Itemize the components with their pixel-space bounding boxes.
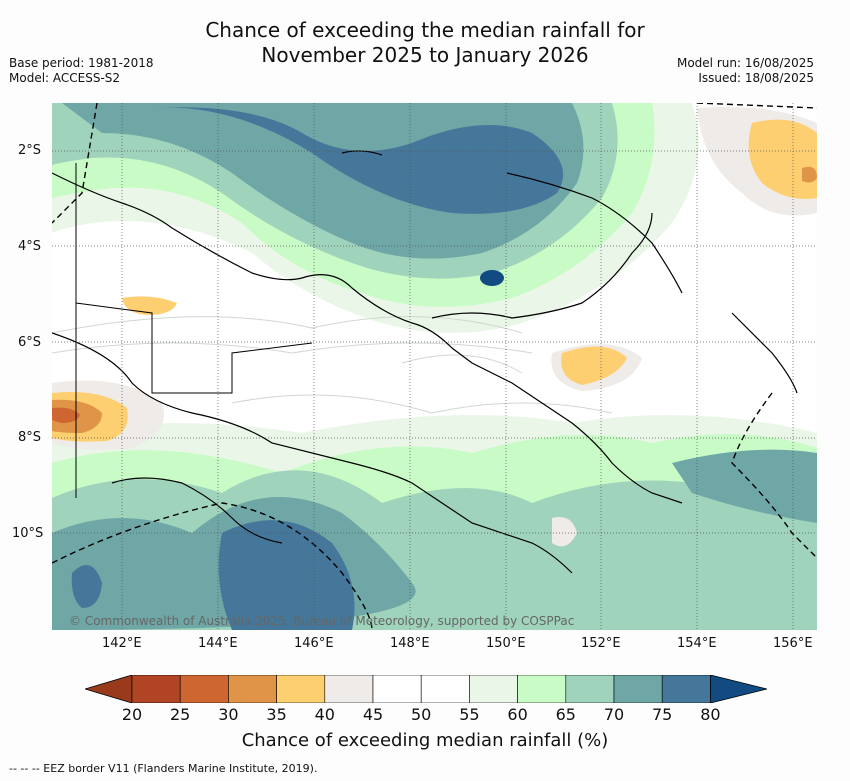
colorbar-tick-label: 80 <box>700 705 721 724</box>
colorbar-tick-label: 50 <box>411 705 432 724</box>
lon-label-154e: 154°E <box>677 636 717 651</box>
field-35-40-new-britain <box>561 346 627 385</box>
map-title: Chance of exceeding the median rainfall … <box>0 18 850 68</box>
field-35-40-png <box>122 296 177 315</box>
colorbar-tick-label: 55 <box>459 705 480 724</box>
lat-label-2s: 2°S <box>18 143 42 158</box>
lat-label-4s: 4°S <box>18 239 42 254</box>
colorbar-segment <box>276 675 326 703</box>
colorbar-segment <box>469 675 518 703</box>
colorbar-tick-label: 25 <box>170 705 191 724</box>
colorbar <box>85 675 767 703</box>
field-75-80-west <box>71 565 102 608</box>
eez-legend: -- -- -- EEZ border V11 (Flanders Marine… <box>9 762 318 775</box>
title-line-1: Chance of exceeding the median rainfall … <box>205 18 645 42</box>
colorbar-segment <box>613 675 663 703</box>
lon-label-156e: 156°E <box>773 636 813 651</box>
new-guinea-coast <box>52 172 683 574</box>
colorbar-segment <box>517 675 567 703</box>
country-border <box>75 163 313 498</box>
colorbar-tick-label: 40 <box>314 705 335 724</box>
south-coast <box>111 477 283 544</box>
colorbar-tick-label: 70 <box>603 705 625 724</box>
lon-label-150e: 150°E <box>486 636 526 651</box>
gridlines <box>52 103 817 630</box>
lat-label-6s: 6°S <box>18 335 42 350</box>
colorbar-tick-label: 65 <box>555 705 576 724</box>
bougainville-coast <box>731 312 798 394</box>
colorbar-segment <box>228 675 277 703</box>
colorbar-tick-label: 75 <box>652 705 673 724</box>
colorbar-under-extend <box>85 675 133 703</box>
copyright-notice: © Commonwealth of Australia 2025, Bureau… <box>69 614 575 628</box>
rainfall-map <box>52 103 817 630</box>
colorbar-tick-label: 60 <box>507 705 528 724</box>
field-70-75-east <box>672 449 817 523</box>
colorbar-segment <box>179 675 229 703</box>
lon-label-152e: 152°E <box>581 636 621 651</box>
colorbar-over-extend <box>710 675 767 703</box>
field-above-80 <box>480 270 504 286</box>
colorbar-tick-label: 30 <box>218 705 239 724</box>
contour-lines <box>52 316 613 414</box>
colorbar-tick-label: 35 <box>266 705 287 724</box>
model-run: Model run: 16/08/2025 <box>676 56 814 70</box>
new-ireland-coast <box>506 172 683 294</box>
field-75-80-south <box>218 520 355 630</box>
lat-label-8s: 8°S <box>18 430 42 445</box>
new-britain-coast <box>431 212 653 319</box>
run-info: Model run: 16/08/2025 Issued: 18/08/2025 <box>677 56 814 86</box>
colorbar-label: Chance of exceeding median rainfall (%) <box>241 730 609 751</box>
coastlines <box>52 150 798 574</box>
field-40-45-milne <box>552 517 577 547</box>
lon-label-144e: 144°E <box>198 636 238 651</box>
eez-borders <box>52 103 817 630</box>
colorbar-segment <box>324 675 374 703</box>
field-35-40-east <box>748 119 817 199</box>
field-75-80 <box>152 107 564 214</box>
model-name: Model: ACCESS-S2 <box>9 71 121 85</box>
colorbar-segment <box>565 675 615 703</box>
colorbar-tick-label: 20 <box>121 705 143 724</box>
lat-label-10s: 10°S <box>12 526 44 541</box>
lon-label-142e: 142°E <box>102 636 142 651</box>
model-info: Base period: 1981-2018 Model: ACCESS-S2 <box>9 56 154 86</box>
field-30-35-east <box>802 166 817 183</box>
issued-date: Issued: 18/08/2025 <box>698 71 814 85</box>
lon-label-148e: 148°E <box>390 636 430 651</box>
colorbar-segment <box>131 675 181 703</box>
title-line-2: November 2025 to January 2026 <box>261 43 589 67</box>
colorbar-segment <box>372 675 422 703</box>
colorbar-tick-label: 45 <box>362 705 384 724</box>
base-period: Base period: 1981-2018 <box>9 56 154 70</box>
colorbar-segment <box>661 675 711 703</box>
field-25-30-west <box>52 407 80 423</box>
colorbar-segment <box>420 675 470 703</box>
lon-label-146e: 146°E <box>294 636 334 651</box>
